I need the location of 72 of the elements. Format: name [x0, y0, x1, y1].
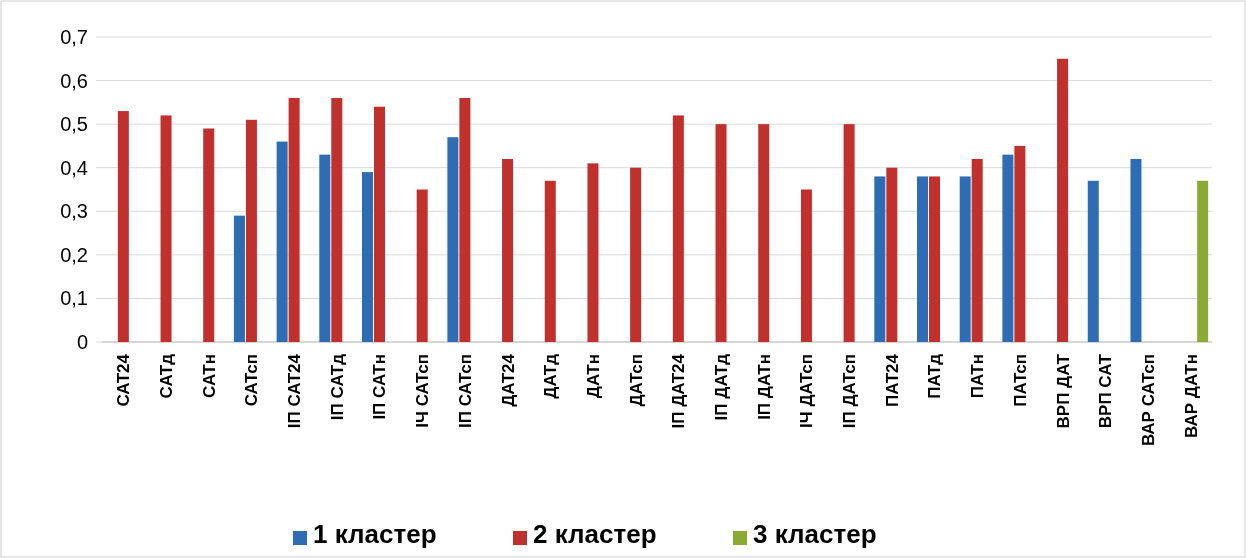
- x-tick-label: ІП САТ24: [285, 353, 305, 429]
- y-tick-label: 0,2: [60, 243, 88, 266]
- x-tick-label: ІП САТсп: [455, 354, 475, 428]
- bar: [245, 119, 257, 342]
- x-tick-label: САТн: [199, 354, 219, 398]
- bar: [160, 115, 172, 342]
- y-tick-label: 0,5: [60, 113, 88, 136]
- bar: [319, 154, 331, 342]
- bar: [544, 180, 556, 342]
- x-tick-label: ВАР САТсп: [1138, 354, 1158, 447]
- legend-label: 2 кластер: [533, 519, 657, 549]
- x-tick-label: САТ24: [114, 353, 134, 407]
- bar: [971, 159, 983, 342]
- x-tick-label: ПАТн: [968, 354, 988, 399]
- bar: [758, 124, 770, 342]
- x-tick-label: ІЧ ДАТсп: [797, 354, 817, 428]
- x-tick-label: ІП ДАТн: [754, 354, 774, 420]
- legend-label: 3 кластер: [753, 519, 877, 549]
- bar: [502, 159, 514, 342]
- bar: [117, 111, 129, 342]
- bar: [1014, 145, 1026, 342]
- x-tick-label: ДАТд: [541, 353, 561, 399]
- x-tick-label: ВРП ДАТ: [1053, 353, 1073, 429]
- y-tick-label: 0: [76, 331, 88, 353]
- x-tick-label: САТд: [156, 353, 176, 399]
- x-tick-label: ВАР ДАТн: [1181, 354, 1201, 438]
- x-tick-label: ПАТд: [925, 353, 945, 399]
- y-tick-label: 0,4: [60, 156, 88, 179]
- bar: [276, 141, 288, 342]
- bar: [630, 167, 642, 342]
- bar: [233, 215, 245, 342]
- x-tick-label: САТсп: [242, 354, 262, 407]
- bar: [800, 189, 812, 342]
- x-tick-label: ПАТсп: [1010, 354, 1030, 407]
- bar: [1057, 58, 1069, 342]
- legend-label: 1 кластер: [313, 519, 437, 549]
- bar: [331, 98, 343, 342]
- x-tick-label: ДАТсп: [626, 354, 646, 407]
- x-tick-label: ВРП САТ: [1096, 353, 1116, 429]
- x-tick-label: ІП ДАТ24: [669, 353, 689, 429]
- x-tick-label: ІП САТд: [327, 353, 347, 421]
- x-tick-label: ІП ДАТсп: [840, 354, 860, 429]
- bar: [288, 98, 300, 342]
- bar: [1130, 159, 1142, 342]
- bar: [843, 124, 855, 342]
- bar: [1002, 154, 1014, 342]
- y-tick-label: 0,1: [60, 287, 88, 310]
- bar: [447, 137, 459, 342]
- bar: [715, 124, 727, 342]
- y-tick-label: 0,7: [60, 26, 88, 48]
- bar: [203, 128, 215, 342]
- x-tick-label: ПАТ24: [882, 353, 902, 407]
- bar: [1197, 180, 1209, 342]
- bar: [959, 176, 971, 342]
- bar: [362, 172, 373, 342]
- bar: [672, 115, 684, 342]
- bar: [459, 98, 471, 342]
- x-tick-label: ІЧ САТсп: [413, 354, 433, 428]
- bar: [874, 176, 886, 342]
- bar: [374, 106, 385, 342]
- x-tick-label: ІП ДАТд: [711, 353, 731, 421]
- y-tick-label: 0,3: [60, 200, 88, 223]
- bar: [917, 176, 928, 342]
- x-tick-label: ДАТн: [583, 354, 603, 399]
- x-tick-label: ДАТ24: [498, 353, 518, 407]
- y-tick-label: 0,6: [60, 69, 88, 92]
- bar: [886, 167, 898, 342]
- bar: [416, 189, 428, 342]
- bar: [1087, 180, 1099, 342]
- x-tick-label: ІП САТн: [370, 354, 390, 420]
- bar: [929, 176, 940, 342]
- bar: [587, 163, 599, 342]
